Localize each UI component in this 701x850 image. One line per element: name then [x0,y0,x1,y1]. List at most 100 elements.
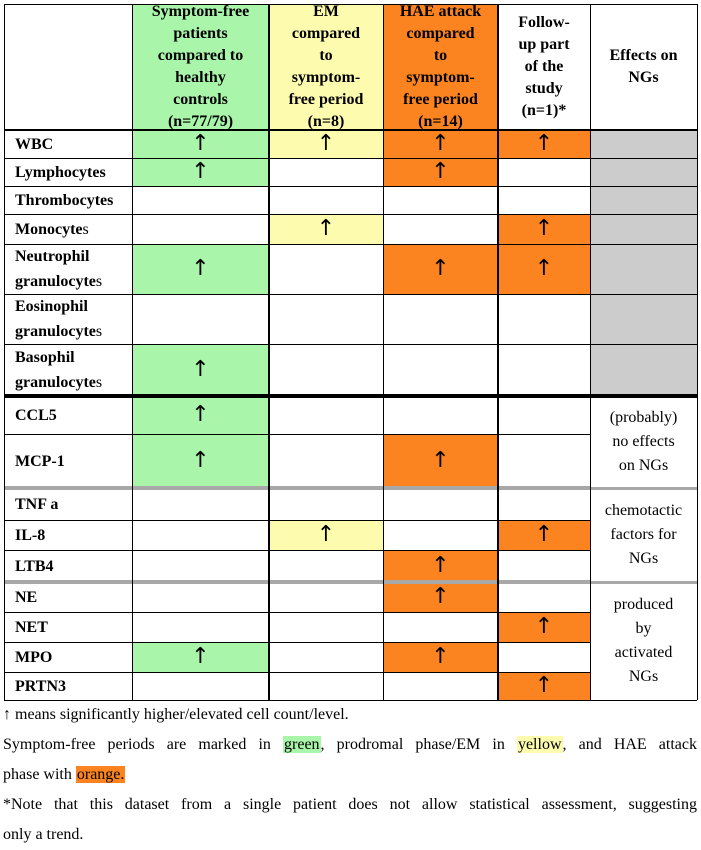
value-cell [383,520,498,550]
value-cell [498,488,590,520]
effect-line: by [635,620,652,637]
up-arrow-icon: ↑ [431,448,450,473]
yellow-swatch-word: yellow [516,736,563,753]
value-cell: ↑ [132,344,269,396]
row-label: PRTN3 [15,677,66,695]
value-cell: ↑ [383,550,498,582]
up-arrow-icon: ↑ [191,159,210,184]
value-cell: ↑ [383,434,498,488]
grid-line [4,294,697,295]
value-cell: ↑ [498,612,590,642]
value-cell [132,582,269,612]
header-line: compared [406,25,475,42]
value-cell [498,434,590,488]
value-cell: ↑ [383,642,498,672]
value-cell [269,186,383,214]
grid-line [4,394,697,398]
value-cell [132,612,269,642]
up-arrow-icon: ↑ [431,553,450,578]
header-line: (n=77/79) [167,113,234,130]
up-arrow-icon: ↑ [191,448,210,473]
grid-line [4,642,590,643]
row-label: MCP-1 [15,452,65,470]
header-line: to [319,47,333,64]
value-cell [498,550,590,582]
grid-line [4,244,697,245]
grid-line [268,4,270,700]
effect-cell-empty [590,186,697,214]
effect-line: (probably) [609,409,678,426]
row-label: Basophil granulocytes [15,349,103,391]
value-cell: ↑ [383,582,498,612]
grid-line [4,520,590,521]
value-cell [269,612,383,642]
grid-line [4,344,697,345]
value-cell [383,488,498,520]
grid-line [4,214,697,215]
value-cell [498,642,590,672]
value-cell [269,344,383,396]
up-arrow-icon: ↑ [534,522,554,547]
note-single-patient-cont: only a trend. [3,826,84,843]
up-arrow-icon: ↑ [191,256,210,281]
row-label: NE [15,588,38,606]
value-cell [269,244,383,294]
header-line: compared to [157,47,244,64]
value-cell [383,396,498,434]
note-single-patient: *Note that this dataset from a single pa… [3,796,697,813]
up-arrow-icon: ↑ [316,522,336,547]
grid-line [4,4,697,5]
header-line: of the [524,58,564,75]
header-line: free period [403,91,478,108]
value-cell [132,214,269,244]
header-line: free period [288,91,364,108]
value-cell: ↑ [498,520,590,550]
orange-swatch-word: orange. [75,766,126,783]
up-arrow-icon: ↑ [534,673,554,698]
up-arrow-icon: ↑ [534,256,554,281]
up-arrow-icon: ↑ [431,584,450,609]
header-line: to [433,47,448,64]
value-cell [383,612,498,642]
value-cell [498,186,590,214]
grid-line [590,487,697,490]
table-notes: ↑ means significantly higher/elevated ce… [0,700,701,850]
note-color-legend-cont: phase with orange. [3,766,126,783]
row-label: CCL5 [15,406,57,424]
row-label: WBC [15,135,54,153]
value-cell [269,488,383,520]
up-arrow-icon: ↑ [316,216,336,241]
value-cell: ↑ [132,434,269,488]
up-arrow-icon: ↑ [431,644,450,669]
grid-line [4,129,697,131]
effect-group1: (probably) no effects on NGs [590,396,697,488]
grid-line [4,434,590,435]
grid-line [590,4,591,700]
note-color-legend: Symptom-free periods are marked in green… [3,736,698,753]
up-arrow-icon: ↑ [191,644,210,669]
value-cell [269,396,383,434]
effect-line: chemotactic [604,502,683,519]
header-line: NGs [628,69,659,86]
header-line: HAE attack [399,3,482,20]
value-cell [383,214,498,244]
header-line: symptom- [291,69,361,86]
up-arrow-icon: ↑ [534,614,554,639]
grid-line [383,4,384,700]
up-arrow-icon: ↑ [431,256,450,281]
effect-group2: chemotactic factors for NGs [590,488,697,582]
value-cell: ↑ [269,214,383,244]
effect-cell-empty [590,244,697,294]
header-col5: Effects on NGs [590,4,697,130]
up-arrow-icon: ↑ [534,131,554,156]
row-label: LTB4 [15,557,54,575]
grid-line [497,4,499,700]
header-line: symptom- [406,69,475,86]
effect-cell-empty [590,158,697,186]
value-cell: ↑ [498,130,590,158]
value-cell [498,344,590,396]
header-line: compared [291,25,361,42]
effect-line: NGs [628,668,659,685]
results-table: Symptom-free patients compared to healthy co… [4,3,698,701]
header-line: (n=8) [307,113,345,130]
